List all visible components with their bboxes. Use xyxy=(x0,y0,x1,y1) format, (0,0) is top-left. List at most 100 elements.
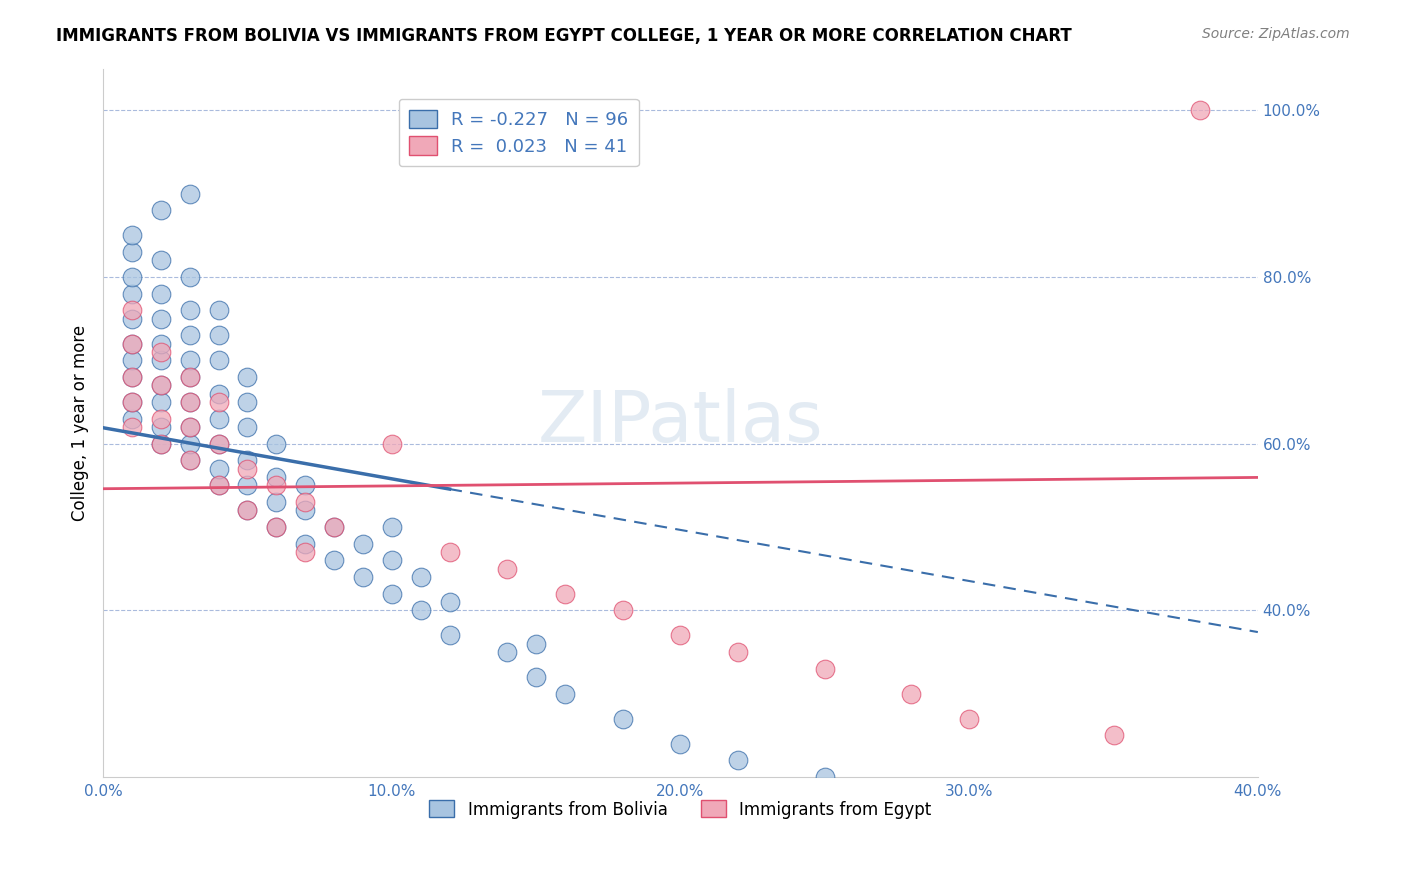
Point xyxy=(149,336,172,351)
Point xyxy=(554,586,576,600)
Point xyxy=(669,737,692,751)
Point xyxy=(266,436,288,450)
Point xyxy=(236,395,259,409)
Point xyxy=(179,303,201,318)
Point xyxy=(149,436,172,450)
Point xyxy=(121,369,143,384)
Point xyxy=(207,478,229,492)
Point xyxy=(900,687,922,701)
Point xyxy=(236,478,259,492)
Point xyxy=(179,353,201,368)
Point xyxy=(612,603,634,617)
Point xyxy=(121,353,143,368)
Point xyxy=(323,520,346,534)
Point xyxy=(207,436,229,450)
Point xyxy=(179,420,201,434)
Point xyxy=(121,336,143,351)
Point xyxy=(409,570,432,584)
Point xyxy=(179,369,201,384)
Point xyxy=(149,436,172,450)
Point xyxy=(1102,728,1125,742)
Point xyxy=(266,520,288,534)
Point xyxy=(121,395,143,409)
Point xyxy=(121,336,143,351)
Point xyxy=(149,203,172,218)
Point xyxy=(439,545,461,559)
Point xyxy=(323,553,346,567)
Point xyxy=(381,436,404,450)
Point xyxy=(266,495,288,509)
Point xyxy=(121,395,143,409)
Point xyxy=(236,461,259,475)
Point xyxy=(149,420,172,434)
Y-axis label: College, 1 year or more: College, 1 year or more xyxy=(72,325,89,521)
Point xyxy=(727,645,749,659)
Point xyxy=(207,478,229,492)
Point xyxy=(554,687,576,701)
Point xyxy=(409,603,432,617)
Point xyxy=(266,470,288,484)
Point xyxy=(439,595,461,609)
Point xyxy=(236,453,259,467)
Point xyxy=(1189,103,1212,118)
Point xyxy=(381,520,404,534)
Point xyxy=(149,311,172,326)
Text: ZIPatlas: ZIPatlas xyxy=(537,388,824,458)
Point xyxy=(149,253,172,268)
Point xyxy=(207,411,229,425)
Point xyxy=(207,395,229,409)
Point xyxy=(121,244,143,259)
Point xyxy=(149,411,172,425)
Point xyxy=(323,520,346,534)
Point xyxy=(207,386,229,401)
Point xyxy=(207,303,229,318)
Point xyxy=(121,411,143,425)
Point xyxy=(294,503,316,517)
Point xyxy=(294,495,316,509)
Point xyxy=(179,453,201,467)
Point xyxy=(669,628,692,642)
Point xyxy=(121,420,143,434)
Point xyxy=(207,328,229,343)
Point xyxy=(149,286,172,301)
Point xyxy=(496,645,519,659)
Point xyxy=(121,269,143,284)
Point xyxy=(236,503,259,517)
Text: IMMIGRANTS FROM BOLIVIA VS IMMIGRANTS FROM EGYPT COLLEGE, 1 YEAR OR MORE CORRELA: IMMIGRANTS FROM BOLIVIA VS IMMIGRANTS FR… xyxy=(56,27,1071,45)
Point xyxy=(179,436,201,450)
Point xyxy=(236,503,259,517)
Point xyxy=(266,520,288,534)
Point xyxy=(149,378,172,392)
Point xyxy=(207,353,229,368)
Point xyxy=(900,787,922,801)
Point xyxy=(352,536,374,550)
Point xyxy=(179,420,201,434)
Point xyxy=(149,395,172,409)
Point xyxy=(207,461,229,475)
Point xyxy=(121,369,143,384)
Point xyxy=(149,353,172,368)
Point xyxy=(179,453,201,467)
Point xyxy=(179,395,201,409)
Point xyxy=(207,436,229,450)
Point xyxy=(236,420,259,434)
Text: Source: ZipAtlas.com: Source: ZipAtlas.com xyxy=(1202,27,1350,41)
Point xyxy=(496,561,519,575)
Point xyxy=(179,369,201,384)
Point xyxy=(612,712,634,726)
Point xyxy=(294,536,316,550)
Point xyxy=(352,570,374,584)
Point xyxy=(121,286,143,301)
Legend: Immigrants from Bolivia, Immigrants from Egypt: Immigrants from Bolivia, Immigrants from… xyxy=(423,794,938,825)
Point xyxy=(294,545,316,559)
Point xyxy=(524,670,547,684)
Point xyxy=(266,478,288,492)
Point xyxy=(121,303,143,318)
Point xyxy=(814,661,837,675)
Point xyxy=(236,369,259,384)
Point xyxy=(957,712,980,726)
Point xyxy=(121,311,143,326)
Point xyxy=(149,378,172,392)
Point xyxy=(179,269,201,284)
Point xyxy=(814,770,837,784)
